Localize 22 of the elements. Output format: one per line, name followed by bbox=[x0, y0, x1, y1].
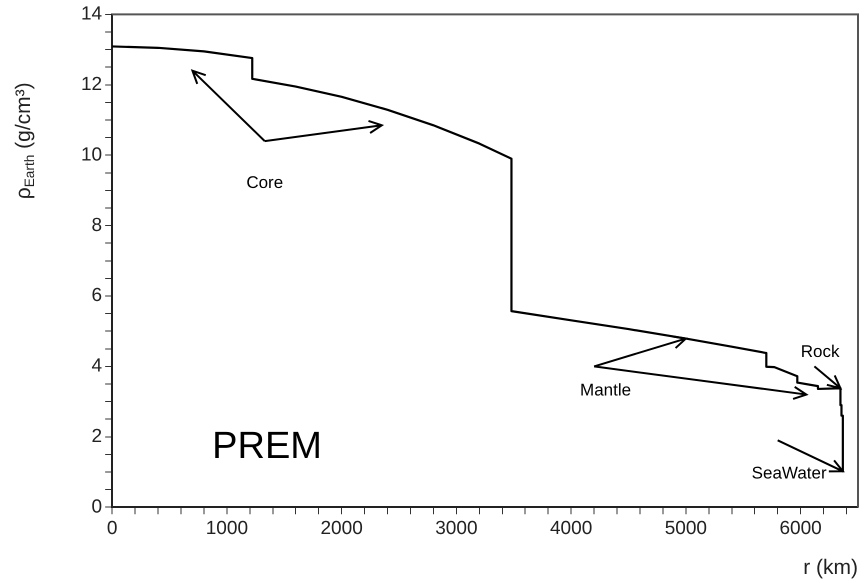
annotation: Rock bbox=[800, 342, 840, 362]
y-tick-label: 2 bbox=[92, 426, 102, 448]
y-axis-title: ρEarth (g/cm³) bbox=[12, 82, 38, 200]
y-tick-label: 6 bbox=[92, 285, 102, 306]
x-tick-label: 1000 bbox=[206, 518, 248, 539]
annotation: PREM bbox=[212, 424, 322, 467]
annotation: Mantle bbox=[580, 380, 632, 400]
x-tick-label: 0 bbox=[106, 518, 118, 539]
y-tick-label: 10 bbox=[80, 144, 102, 166]
y-tick-label: 4 bbox=[92, 356, 103, 377]
x-tick-label: 3000 bbox=[435, 518, 478, 539]
x-tick-label: 2000 bbox=[320, 518, 363, 539]
x-tick-label: 6000 bbox=[779, 518, 822, 539]
y-tick-label: 14 bbox=[80, 4, 103, 25]
y-tick-label: 12 bbox=[80, 74, 102, 96]
y-tick-label: 0 bbox=[92, 496, 102, 518]
annotation: SeaWater bbox=[752, 463, 827, 482]
x-tick-label: 4000 bbox=[550, 518, 592, 539]
y-tick-label: 8 bbox=[92, 214, 102, 236]
annotation: Core bbox=[246, 173, 284, 192]
x-tick-label: 5000 bbox=[664, 518, 708, 539]
x-axis-title: r (km) bbox=[803, 556, 858, 579]
